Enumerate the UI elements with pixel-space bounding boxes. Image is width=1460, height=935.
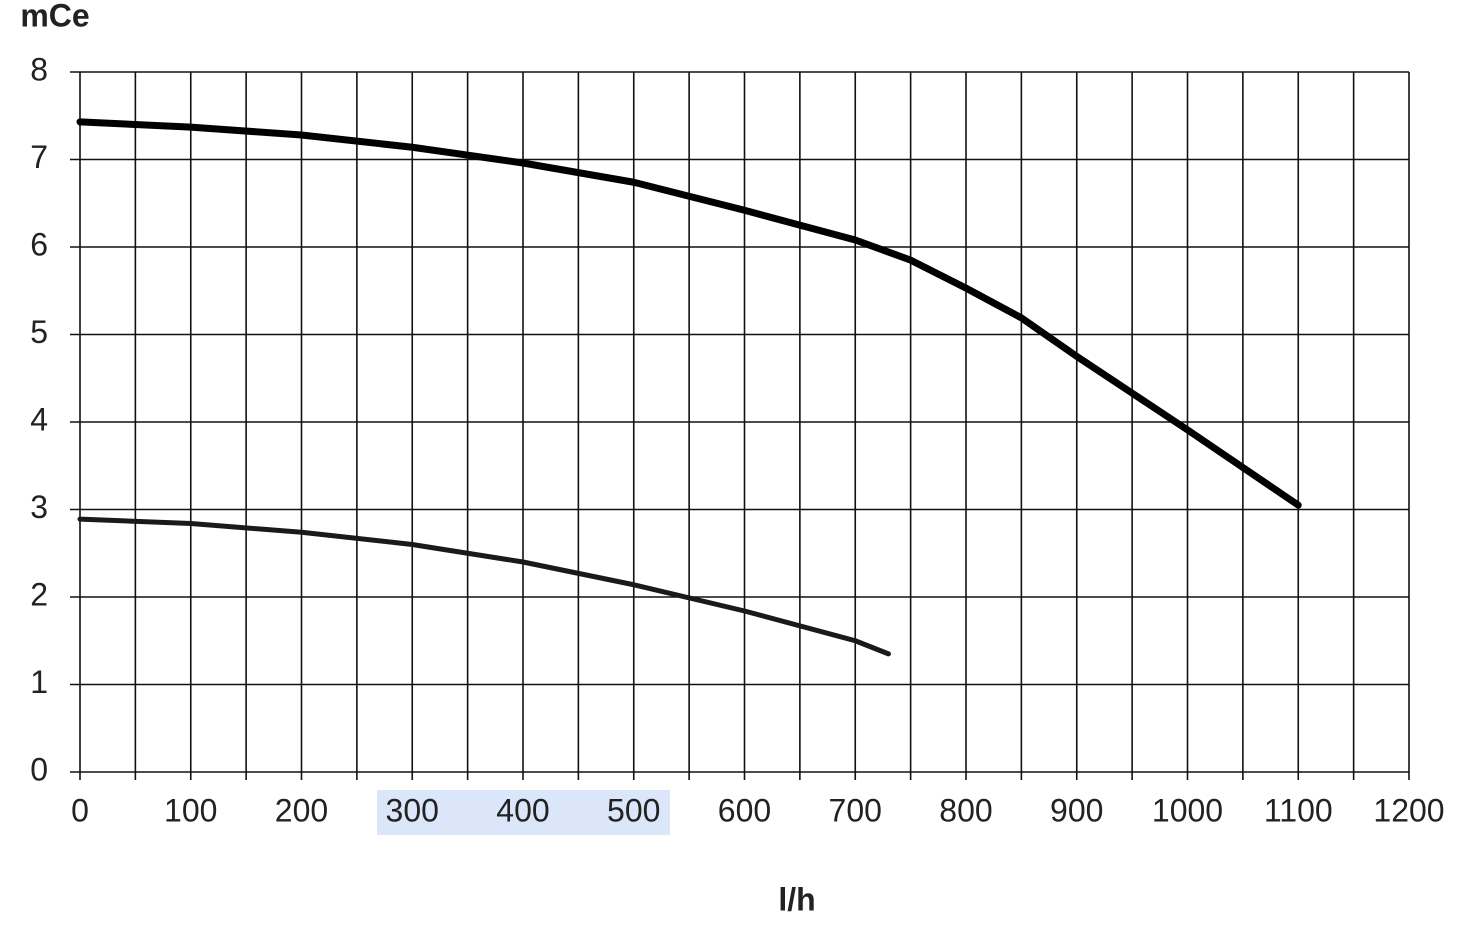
y-tick-label: 4: [30, 401, 48, 437]
y-axis-title: mCe: [20, 0, 89, 33]
y-tick-label: 3: [30, 489, 48, 525]
x-tick-label: 100: [164, 792, 217, 828]
y-tick-label: 0: [30, 751, 48, 787]
selection-highlight: [377, 790, 670, 835]
pump-curve: [77, 516, 891, 657]
x-tick-label: 200: [275, 792, 328, 828]
x-tick-label: 400: [496, 792, 549, 828]
x-tick-label: 1200: [1373, 792, 1444, 828]
y-tick-label: 7: [30, 139, 48, 175]
x-tick-label: 900: [1050, 792, 1103, 828]
y-tick-label: 2: [30, 576, 48, 612]
x-tick-label: 1000: [1152, 792, 1223, 828]
x-tick-label: 800: [939, 792, 992, 828]
x-tick-label: 600: [718, 792, 771, 828]
pump-curve: [76, 118, 1302, 509]
y-tick-label: 1: [30, 664, 48, 700]
y-tick-label: 5: [30, 314, 48, 350]
x-tick-label: 1100: [1264, 792, 1333, 828]
y-tick-label: 8: [30, 51, 48, 87]
x-axis-title: l/h: [778, 881, 815, 917]
x-tick-label: 700: [829, 792, 882, 828]
y-tick-label: 6: [30, 226, 48, 262]
x-tick-label: 300: [386, 792, 439, 828]
x-tick-label: 500: [607, 792, 660, 828]
x-tick-label: 0: [71, 792, 89, 828]
